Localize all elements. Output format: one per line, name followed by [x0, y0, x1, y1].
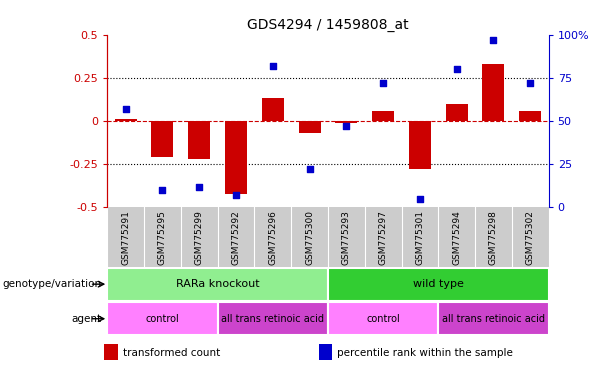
Bar	[225, 121, 247, 194]
Point	[231, 192, 241, 199]
Bar	[438, 302, 549, 335]
Text: GSM775293: GSM775293	[342, 210, 351, 265]
Bar	[409, 121, 431, 169]
Text: GSM775297: GSM775297	[379, 210, 387, 265]
Text: GSM775294: GSM775294	[452, 210, 461, 265]
Text: wild type: wild type	[413, 279, 463, 289]
Bar	[107, 302, 218, 335]
Bar	[335, 121, 357, 123]
Text: control: control	[366, 314, 400, 324]
Bar	[328, 268, 549, 301]
Text: GSM775300: GSM775300	[305, 210, 314, 265]
Text: control: control	[145, 314, 180, 324]
Text: GSM775301: GSM775301	[416, 210, 424, 265]
Point	[305, 166, 314, 172]
Text: GSM775298: GSM775298	[489, 210, 498, 265]
Bar	[151, 121, 173, 157]
Bar	[262, 99, 284, 121]
Text: GSM775295: GSM775295	[158, 210, 167, 265]
Text: RARa knockout: RARa knockout	[176, 279, 259, 289]
Bar	[115, 119, 137, 121]
Point	[341, 123, 351, 129]
Text: genotype/variation: genotype/variation	[2, 279, 101, 289]
Bar	[328, 302, 438, 335]
Point	[525, 80, 535, 86]
Point	[194, 184, 204, 190]
Point	[452, 66, 462, 72]
Text: GSM775291: GSM775291	[121, 210, 130, 265]
Bar	[218, 302, 328, 335]
Text: GSM775299: GSM775299	[195, 210, 204, 265]
Title: GDS4294 / 1459808_at: GDS4294 / 1459808_at	[247, 18, 409, 32]
Point	[158, 187, 167, 193]
Bar	[188, 121, 210, 159]
Text: transformed count: transformed count	[123, 348, 220, 358]
Point	[121, 106, 131, 112]
Text: all trans retinoic acid: all trans retinoic acid	[442, 314, 545, 324]
Point	[415, 196, 425, 202]
Point	[489, 37, 498, 43]
Bar	[107, 268, 328, 301]
Text: agent: agent	[71, 314, 101, 324]
Bar	[446, 104, 468, 121]
Text: GSM775292: GSM775292	[232, 210, 240, 265]
Text: GSM775302: GSM775302	[526, 210, 535, 265]
Text: all trans retinoic acid: all trans retinoic acid	[221, 314, 324, 324]
Bar	[319, 344, 332, 360]
Point	[378, 80, 388, 86]
Text: GSM775296: GSM775296	[268, 210, 277, 265]
Text: percentile rank within the sample: percentile rank within the sample	[337, 348, 513, 358]
Bar	[104, 344, 118, 360]
Point	[268, 63, 278, 69]
Bar	[372, 111, 394, 121]
Bar	[299, 121, 321, 133]
Bar	[519, 111, 541, 121]
Bar	[482, 64, 504, 121]
